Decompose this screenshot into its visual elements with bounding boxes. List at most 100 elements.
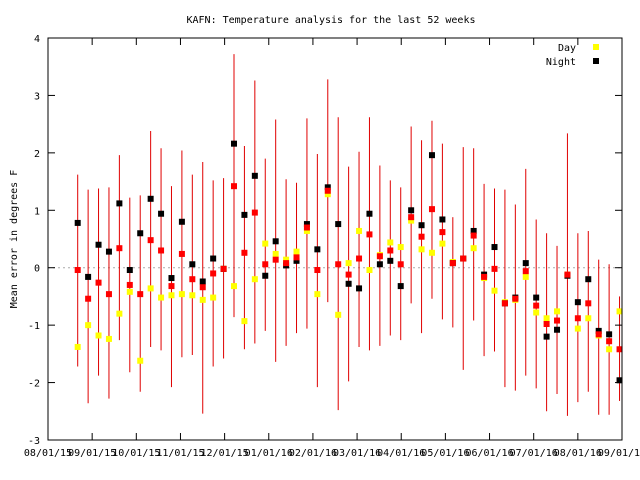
night-point <box>105 248 112 255</box>
mean-point <box>501 300 508 307</box>
day-point <box>314 291 321 298</box>
mean-point <box>231 183 237 190</box>
night-point <box>574 299 581 306</box>
day-point <box>262 240 269 247</box>
mean-point <box>418 233 425 240</box>
mean-point <box>533 302 540 309</box>
night-point <box>199 278 206 285</box>
day-point <box>199 296 206 303</box>
day-point <box>178 291 185 298</box>
mean-point <box>356 255 363 262</box>
y-tick-label: 2 <box>34 149 40 160</box>
day-point <box>168 292 175 299</box>
legend: Day Night <box>546 43 599 68</box>
night-point <box>439 216 446 223</box>
x-tick-label: 10/01/15 <box>112 448 160 459</box>
night-point <box>178 218 185 225</box>
mean-point <box>439 229 446 236</box>
legend-night-label: Night <box>546 57 576 68</box>
night-point <box>533 294 540 301</box>
y-tick-label: -1 <box>28 321 40 332</box>
x-tick-label: 09/01/15 <box>68 448 116 459</box>
day-point <box>470 245 477 252</box>
night-point <box>210 255 217 262</box>
mean-point <box>137 291 144 298</box>
mean-point <box>460 255 467 262</box>
day-point <box>387 239 394 246</box>
night-point <box>303 221 310 228</box>
day-point <box>574 325 581 332</box>
day-point <box>241 318 248 325</box>
mean-point <box>158 247 165 254</box>
mean-point <box>554 317 561 324</box>
day-point <box>491 287 498 294</box>
night-point <box>470 227 477 234</box>
night-point <box>616 377 623 384</box>
day-point <box>554 308 561 315</box>
day-point <box>418 246 425 253</box>
night-point <box>147 195 154 202</box>
night-point <box>387 257 394 264</box>
mean-point <box>428 206 435 213</box>
day-point <box>85 322 92 329</box>
mean-point <box>293 254 300 261</box>
mean-point <box>543 320 550 327</box>
mean-point <box>168 283 175 290</box>
mean-point <box>574 315 581 322</box>
day-point <box>95 332 102 339</box>
day-point <box>366 267 373 274</box>
day-point <box>606 346 613 353</box>
y-tick-label: 4 <box>34 34 40 45</box>
night-point <box>606 331 613 338</box>
night-point <box>293 257 300 264</box>
night-point <box>376 261 383 268</box>
day-point <box>158 294 165 301</box>
x-tick-label: 05/01/16 <box>421 448 469 459</box>
mean-point <box>324 187 331 194</box>
x-tick-label: 08/01/16 <box>554 448 602 459</box>
night-point <box>262 272 269 279</box>
x-tick-label: 04/01/16 <box>377 448 425 459</box>
night-point <box>335 221 342 228</box>
day-point <box>303 227 310 234</box>
day-point <box>74 343 81 350</box>
mean-point <box>251 209 258 216</box>
day-point <box>293 248 300 255</box>
mean-point <box>481 273 488 280</box>
day-point <box>105 335 112 342</box>
mean-point <box>606 338 613 345</box>
mean-point <box>199 284 206 291</box>
night-point <box>241 211 248 218</box>
night-point <box>126 267 133 274</box>
night-point <box>158 210 165 217</box>
mean-point <box>585 300 592 307</box>
x-tick-label: 07/01/16 <box>510 448 558 459</box>
day-point <box>408 217 415 224</box>
mean-point <box>470 232 477 239</box>
plot-frame <box>47 37 623 441</box>
mean-point <box>491 265 498 272</box>
axes-layer: -3 -2 -1 0 1 2 3 4 08/01/1509/01/1510/01/1511/01… <box>24 34 640 459</box>
y-axis-label: Mean error in degrees F <box>9 170 20 308</box>
day-point <box>272 250 279 257</box>
day-point <box>231 283 237 290</box>
y-tick-label: -3 <box>28 436 40 447</box>
day-point <box>533 309 540 316</box>
day-point <box>616 308 623 315</box>
mean-point <box>241 249 248 256</box>
night-point <box>345 280 352 287</box>
day-point <box>189 292 196 299</box>
night-point <box>231 140 237 147</box>
night-point <box>543 333 550 340</box>
night-point <box>585 276 592 283</box>
day-point <box>251 276 258 283</box>
night-point <box>95 241 102 248</box>
night-point <box>554 326 561 333</box>
mean-point <box>376 253 383 260</box>
x-tick-label: 06/01/16 <box>465 448 513 459</box>
x-tick-label: 03/01/16 <box>333 448 381 459</box>
day-point <box>126 288 133 295</box>
day-point <box>137 357 144 364</box>
x-tick-label: 09/01/16 <box>598 448 640 459</box>
legend-day-marker <box>593 44 599 50</box>
